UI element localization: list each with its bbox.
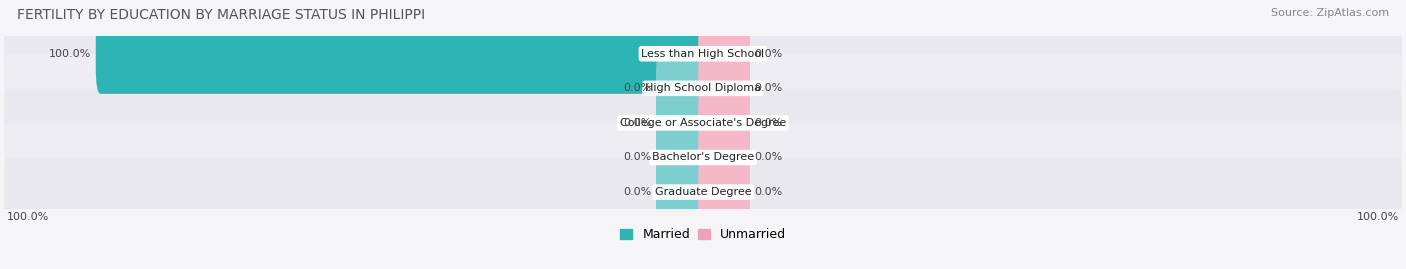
Text: Graduate Degree: Graduate Degree	[655, 187, 751, 197]
FancyBboxPatch shape	[657, 117, 707, 198]
FancyBboxPatch shape	[4, 19, 1402, 88]
FancyBboxPatch shape	[657, 83, 707, 163]
FancyBboxPatch shape	[4, 123, 1402, 192]
Text: Source: ZipAtlas.com: Source: ZipAtlas.com	[1271, 8, 1389, 18]
Text: 100.0%: 100.0%	[7, 212, 49, 222]
Text: 0.0%: 0.0%	[754, 187, 783, 197]
FancyBboxPatch shape	[699, 48, 749, 128]
Text: College or Associate's Degree: College or Associate's Degree	[620, 118, 786, 128]
FancyBboxPatch shape	[4, 54, 1402, 123]
Text: Less than High School: Less than High School	[641, 49, 765, 59]
FancyBboxPatch shape	[4, 158, 1402, 226]
FancyBboxPatch shape	[96, 14, 707, 94]
Text: FERTILITY BY EDUCATION BY MARRIAGE STATUS IN PHILIPPI: FERTILITY BY EDUCATION BY MARRIAGE STATU…	[17, 8, 425, 22]
Text: 0.0%: 0.0%	[623, 118, 652, 128]
Text: 0.0%: 0.0%	[754, 83, 783, 93]
Text: 0.0%: 0.0%	[623, 187, 652, 197]
Text: 100.0%: 100.0%	[49, 49, 91, 59]
FancyBboxPatch shape	[699, 83, 749, 163]
Text: 0.0%: 0.0%	[754, 153, 783, 162]
Text: 0.0%: 0.0%	[623, 83, 652, 93]
Text: 0.0%: 0.0%	[754, 49, 783, 59]
FancyBboxPatch shape	[699, 152, 749, 232]
Legend: Married, Unmarried: Married, Unmarried	[620, 228, 786, 241]
Text: High School Diploma: High School Diploma	[645, 83, 761, 93]
FancyBboxPatch shape	[699, 14, 749, 94]
Text: Bachelor's Degree: Bachelor's Degree	[652, 153, 754, 162]
Text: 100.0%: 100.0%	[1357, 212, 1399, 222]
FancyBboxPatch shape	[657, 48, 707, 128]
FancyBboxPatch shape	[4, 89, 1402, 157]
Text: 0.0%: 0.0%	[623, 153, 652, 162]
FancyBboxPatch shape	[699, 117, 749, 198]
Text: 0.0%: 0.0%	[754, 118, 783, 128]
FancyBboxPatch shape	[657, 152, 707, 232]
